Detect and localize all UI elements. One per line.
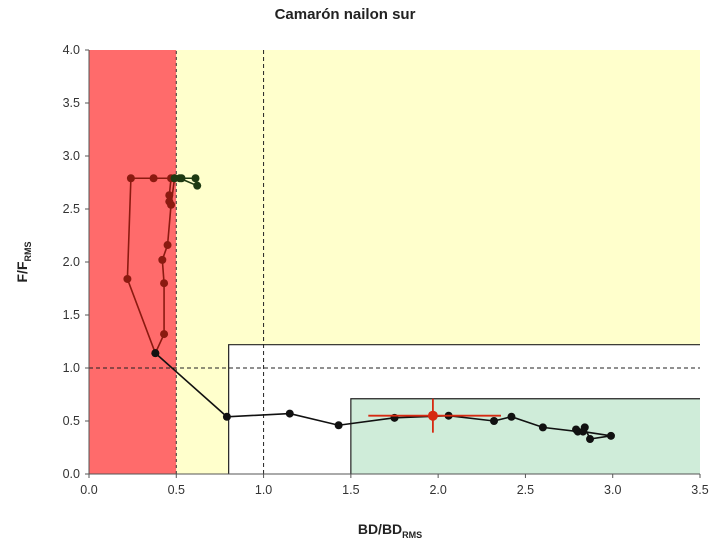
- series-0-point-3: [149, 174, 158, 183]
- x-tick-label: 1.0: [255, 483, 272, 497]
- x-tick-label: 3.5: [691, 483, 708, 497]
- y-tick-label: 1.5: [63, 308, 80, 322]
- x-tick-label: 1.5: [342, 483, 359, 497]
- series-0-point-10: [163, 241, 172, 250]
- x-tick-label: 2.5: [517, 483, 534, 497]
- series-0-point-7: [160, 330, 169, 339]
- series-0-point-9: [158, 255, 167, 264]
- series-1-point-2: [191, 174, 200, 183]
- x-tick-label: 0.0: [80, 483, 97, 497]
- series-0-point-8: [160, 279, 169, 288]
- series-0-point-5: [123, 274, 132, 283]
- chart-title: Camarón nailon sur: [275, 6, 416, 23]
- series-2-point-11: [586, 435, 595, 444]
- x-axis-label-sub: RMS: [402, 530, 422, 540]
- series-2-point-1: [222, 412, 231, 421]
- series-2-point-6: [490, 417, 499, 425]
- series-2-point-0: [151, 349, 160, 358]
- y-tick-label: 1.0: [63, 361, 80, 375]
- series-2-point-12: [606, 431, 615, 440]
- y-tick-label: 3.0: [63, 149, 80, 163]
- y-axis-label-main: F/F: [14, 261, 30, 282]
- series-1-point-3: [193, 181, 202, 190]
- x-axis-ticks: 0.0 0.5 1.0 1.5 2.0 2.5 3.0 3.5: [80, 474, 709, 497]
- x-tick-label: 2.0: [429, 483, 446, 497]
- current-point-layer: [368, 398, 501, 433]
- series-2-point-13: [579, 427, 588, 436]
- y-tick-label: 4.0: [63, 43, 80, 57]
- series-2-point-14: [572, 425, 581, 434]
- series-2-point-2: [285, 409, 294, 418]
- x-tick-label: 3.0: [604, 483, 621, 497]
- zone-borders: [175, 50, 700, 474]
- y-tick-label: 2.0: [63, 255, 80, 269]
- zones: [89, 50, 701, 474]
- y-axis-ticks: 0.0 0.5 1.0 1.5 2.0 2.5 3.0 3.5 4.0: [63, 43, 89, 481]
- zone-underexploitation: [350, 398, 700, 474]
- series-1-point-4: [175, 174, 184, 183]
- series-2-point-8: [538, 423, 547, 432]
- series-2-point-7: [507, 412, 516, 421]
- reference-lines: [89, 50, 700, 474]
- y-tick-label: 0.5: [63, 414, 80, 428]
- x-axis-label-main: BD/BD: [358, 521, 402, 537]
- x-tick-label: 0.5: [168, 483, 185, 497]
- series-0-point-11: [167, 200, 176, 209]
- zone-border-full-exploitation: [228, 344, 700, 474]
- zone-border-underexploitation: [350, 398, 700, 474]
- series-layer: [123, 174, 615, 444]
- series-0-point-1: [165, 191, 174, 200]
- x-axis-label: BD/BDRMS: [358, 521, 422, 540]
- y-axis-label: F/FRMS: [14, 242, 33, 283]
- y-tick-label: 0.0: [63, 467, 80, 481]
- plot-area: [88, 50, 701, 475]
- y-tick-label: 2.5: [63, 202, 80, 216]
- series-2-point-3: [334, 421, 343, 430]
- y-tick-label: 3.5: [63, 96, 80, 110]
- current-point: [427, 410, 438, 421]
- y-axis-label-sub: RMS: [23, 242, 33, 262]
- series-0-point-4: [126, 174, 135, 183]
